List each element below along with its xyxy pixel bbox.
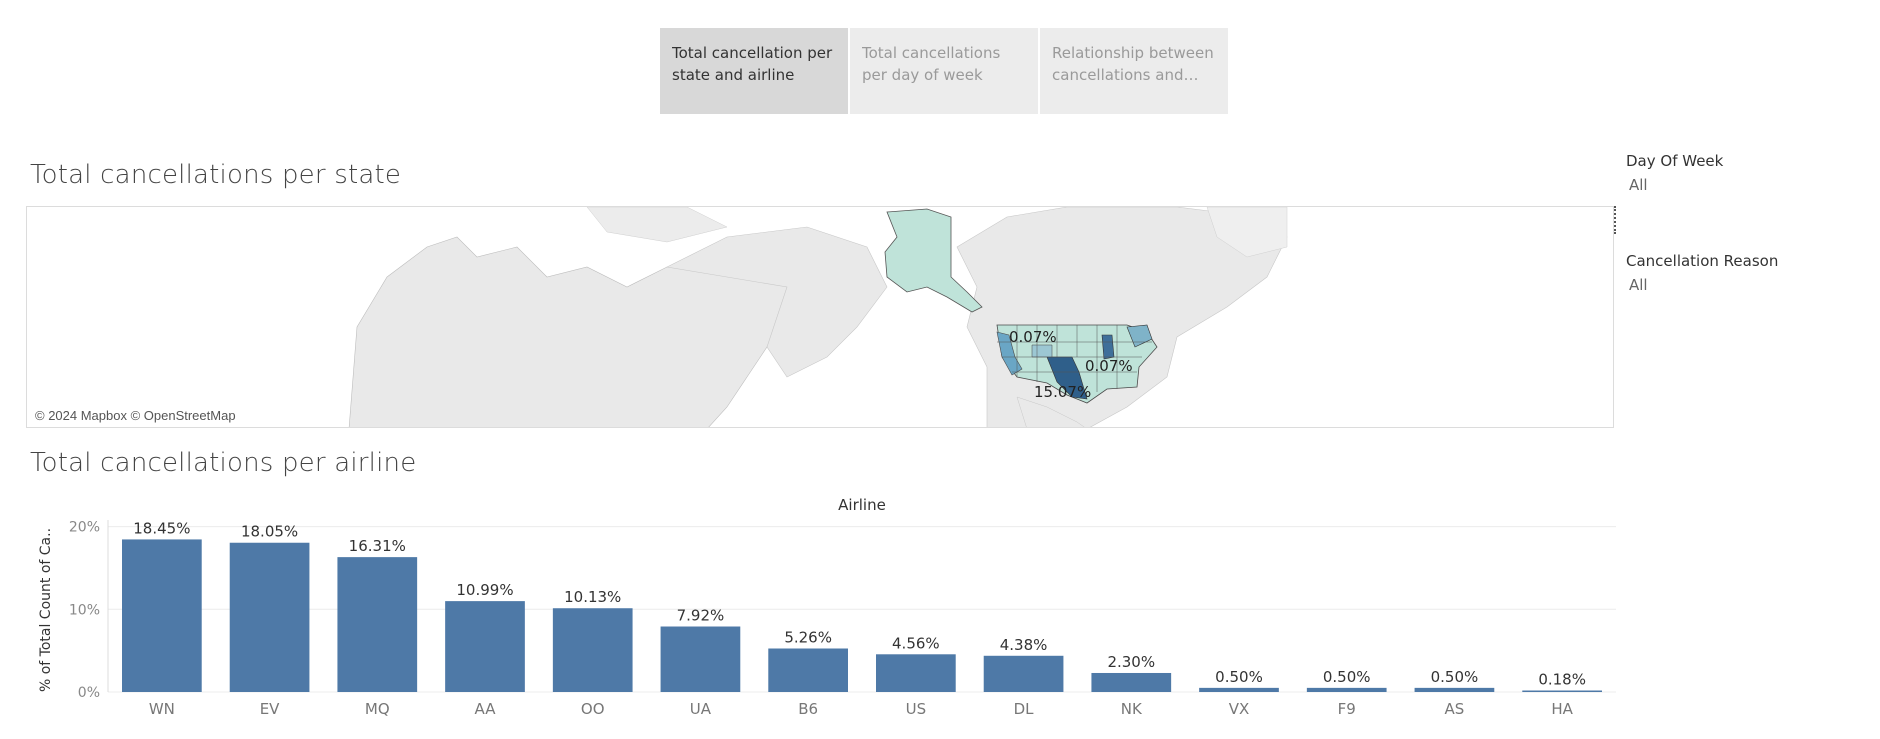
map-state-northeast [1126,324,1153,348]
map-state-alaska [884,208,983,313]
map-land-greenland [1206,207,1288,258]
x-tick-label: WN [149,700,175,718]
bar-value-label: 10.13% [564,588,621,606]
airline-bar-chart: Airline % of Total Count of Ca.. 0% 10% 20… [26,490,1616,735]
bar-value-label: 10.99% [456,581,513,599]
bar-chart-canvas: Airline % of Total Count of Ca.. 0% 10% 20… [38,496,1616,718]
filter-day-of-week: Day Of Week All [1626,152,1723,194]
x-tick-label: AA [475,700,497,718]
x-tick-label: EV [260,700,280,718]
bar-nk[interactable] [1091,672,1172,692]
filter-value-dropdown[interactable]: All [1629,276,1648,294]
bar-ua[interactable] [660,626,741,692]
bar-value-label: 0.18% [1538,671,1586,689]
map-label-west: 0.07% [1009,328,1057,346]
bar-data-labels: 18.45% 18.05% 16.31% 10.99% 10.13% 7.92% 5.26%… [133,519,1586,688]
map-state-colorado [1031,344,1053,358]
bar-oo[interactable] [552,608,633,692]
x-tick-label: MQ [365,700,390,718]
map-state-illinois [1101,334,1115,360]
dashboard-tabs: Total cancellation per state and airline… [660,28,1228,114]
map-state-borders [997,325,1152,392]
map-land-asia-east [666,226,888,378]
bar-value-label: 18.45% [133,519,190,537]
x-tick-label: UA [690,700,712,718]
filter-cancellation-reason: Cancellation Reason All [1626,252,1778,294]
x-tick-label: F9 [1338,700,1356,718]
bar-value-label: 5.26% [784,629,832,647]
map-land-eurasia [348,236,798,427]
y-tick-label: 10% [69,602,100,618]
map-label-texas: 15.07% [1034,383,1092,401]
x-tick-label: VX [1229,700,1250,718]
bar-as[interactable] [1414,687,1495,692]
map-land-mexico [1016,396,1085,427]
x-tick-label: OO [581,700,605,718]
y-tick-label: 0% [78,685,100,701]
x-tick-label: DL [1014,700,1035,718]
airline-section-title: Total cancellations per airline [30,448,417,478]
x-tick-label: NK [1121,700,1143,718]
map-label-east: 0.07% [1085,357,1133,375]
y-tick-label: 20% [69,520,100,536]
tab-relationship[interactable]: Relationship between cancellations and t… [1040,28,1228,114]
bars [122,539,1602,693]
state-map[interactable]: 0.07% 0.07% 15.07% © 2024 Mapbox © OpenS… [26,206,1614,428]
bar-value-label: 16.31% [349,537,406,555]
bar-dl[interactable] [983,655,1064,692]
state-section-title: Total cancellations per state [30,160,402,190]
chart-title: Airline [838,496,886,514]
tab-day-of-week[interactable]: Total cancellations per day of week [850,28,1038,114]
bar-value-label: 0.50% [1431,668,1479,686]
bar-value-label: 18.05% [241,523,298,541]
x-tick-label: US [906,700,927,718]
tab-label: Relationship between cancellations and t… [1052,44,1214,84]
bar-wn[interactable] [122,539,202,692]
bar-aa[interactable] [445,601,525,692]
tab-label: Total cancellations per day of week [862,44,1001,84]
bar-value-label: 0.50% [1323,668,1371,686]
filter-value-dropdown[interactable]: All [1629,176,1648,194]
map-canvas [348,207,1288,427]
bar-value-label: 4.56% [892,634,940,652]
bar-value-label: 7.92% [677,607,725,625]
bar-value-label: 2.30% [1107,653,1155,671]
bar-ha[interactable] [1522,690,1602,693]
map-land-arctic [586,207,728,243]
bar-mq[interactable] [337,557,418,692]
bar-ev[interactable] [229,542,310,692]
bar-vx[interactable] [1199,687,1279,692]
tab-state-airline[interactable]: Total cancellation per state and airline [660,28,848,114]
filter-title: Day Of Week [1626,152,1724,170]
map-attribution[interactable]: © 2024 Mapbox © OpenStreetMap [35,408,236,423]
grid-lines [108,526,1616,693]
map-resize-handle[interactable] [1614,206,1618,234]
bar-us[interactable] [876,654,956,692]
y-axis-ticks: 0% 10% 20% [69,520,100,701]
bar-value-label: 0.50% [1215,668,1263,686]
x-tick-label: B6 [798,700,818,718]
filter-title: Cancellation Reason [1626,252,1779,270]
bar-value-label: 4.38% [1000,636,1048,654]
x-tick-label: AS [1445,700,1465,718]
y-axis-label: % of Total Count of Ca.. [38,528,54,692]
x-axis-ticks: WN EV MQ AA OO UA B6 US DL NK VX F9 AS HA [149,700,1574,718]
bar-f9[interactable] [1306,687,1387,692]
x-tick-label: HA [1551,700,1573,718]
bar-b6[interactable] [768,648,848,692]
tab-label: Total cancellation per state and airline [672,44,833,84]
